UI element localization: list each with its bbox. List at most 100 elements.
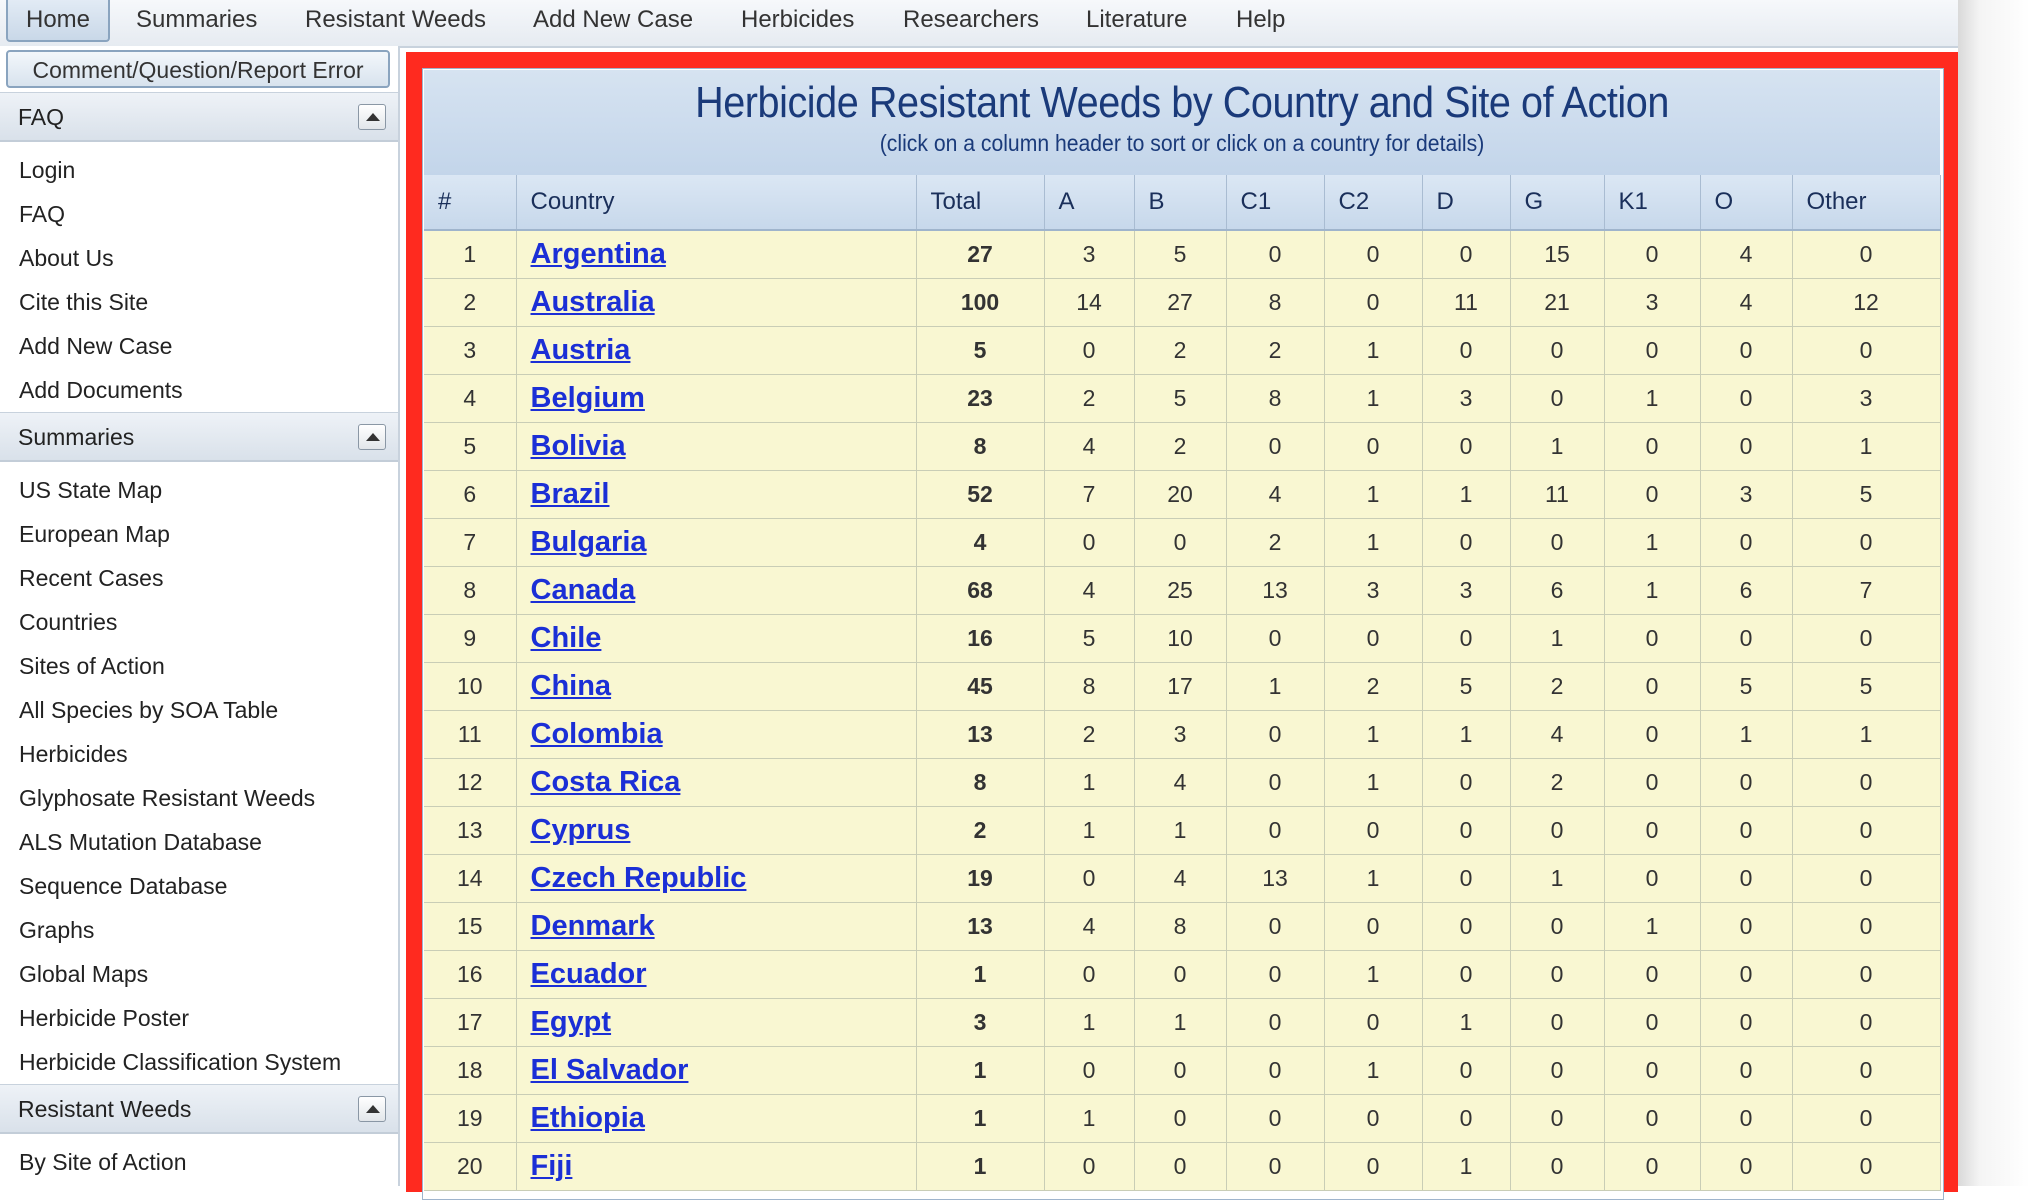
menu-add-new-case[interactable]: Add New Case bbox=[533, 6, 694, 33]
collapse-up-icon[interactable] bbox=[358, 1096, 386, 1122]
sidebar-link-add-new-case[interactable]: Add New Case bbox=[19, 333, 173, 359]
count-cell: 0 bbox=[1044, 1142, 1135, 1191]
collapse-up-icon[interactable] bbox=[358, 424, 386, 450]
count-cell: 3 bbox=[1422, 566, 1511, 615]
country-link[interactable]: Ecuador bbox=[530, 958, 647, 990]
total-cell: 13 bbox=[916, 902, 1045, 951]
column-header[interactable]: D bbox=[1422, 175, 1511, 231]
country-link[interactable]: Cyprus bbox=[530, 814, 631, 846]
count-cell: 0 bbox=[1422, 758, 1511, 807]
country-link[interactable]: Bulgaria bbox=[530, 526, 647, 558]
total-cell: 52 bbox=[916, 470, 1045, 519]
country-link[interactable]: Czech Republic bbox=[530, 862, 747, 894]
count-cell: 0 bbox=[1044, 326, 1135, 375]
menu-literature[interactable]: Literature bbox=[1086, 6, 1188, 33]
sidebar-link-faq[interactable]: FAQ bbox=[19, 201, 66, 227]
country-link[interactable]: Fiji bbox=[530, 1150, 573, 1182]
country-link[interactable]: Brazil bbox=[530, 478, 610, 510]
collapse-up-icon[interactable] bbox=[358, 104, 386, 130]
menu-summaries[interactable]: Summaries bbox=[136, 6, 258, 33]
count-cell: 0 bbox=[1700, 758, 1793, 807]
country-link[interactable]: Belgium bbox=[530, 382, 645, 414]
country-link[interactable]: China bbox=[530, 670, 612, 702]
country-link[interactable]: Australia bbox=[530, 286, 655, 318]
column-header[interactable]: C1 bbox=[1226, 175, 1325, 231]
count-cell: 0 bbox=[1324, 230, 1423, 279]
column-header[interactable]: C2 bbox=[1324, 175, 1423, 231]
country-cell: Canada bbox=[516, 566, 917, 615]
count-cell: 4 bbox=[1134, 854, 1227, 903]
total-cell: 8 bbox=[916, 422, 1045, 471]
sidebar-link-european-map[interactable]: European Map bbox=[19, 521, 170, 547]
country-link[interactable]: Egypt bbox=[530, 1006, 612, 1038]
sidebar-link-login[interactable]: Login bbox=[19, 157, 76, 183]
menu-resistant-weeds[interactable]: Resistant Weeds bbox=[305, 6, 486, 33]
column-header[interactable]: O bbox=[1700, 175, 1793, 231]
sidebar-link-us-state-map[interactable]: US State Map bbox=[19, 477, 163, 503]
column-header[interactable]: G bbox=[1510, 175, 1605, 231]
count-cell: 1 bbox=[1324, 470, 1423, 519]
count-cell: 1 bbox=[1044, 806, 1135, 855]
sidebar-link-recent-cases[interactable]: Recent Cases bbox=[19, 565, 164, 591]
sidebar-link-add-documents[interactable]: Add Documents bbox=[19, 377, 183, 403]
country-link[interactable]: Bolivia bbox=[530, 430, 626, 462]
count-cell: 1 bbox=[1044, 1094, 1135, 1143]
sidebar-link-sequence-database[interactable]: Sequence Database bbox=[19, 873, 228, 899]
country-link[interactable]: Austria bbox=[530, 334, 631, 366]
count-cell: 4 bbox=[1700, 230, 1793, 279]
count-cell: 25 bbox=[1134, 566, 1227, 615]
count-cell: 4 bbox=[1700, 278, 1793, 327]
menu-researchers[interactable]: Researchers bbox=[903, 6, 1040, 33]
count-cell: 1 bbox=[1792, 710, 1941, 759]
count-cell: 8 bbox=[1134, 902, 1227, 951]
menu-home[interactable]: Home bbox=[6, 0, 111, 42]
sidebar-link-sites-of-action[interactable]: Sites of Action bbox=[19, 653, 165, 679]
count-cell: 1 bbox=[1134, 806, 1227, 855]
sidebar-section-faq[interactable]: FAQ bbox=[0, 92, 398, 142]
count-cell: 0 bbox=[1324, 614, 1423, 663]
menu-herbicides[interactable]: Herbicides bbox=[741, 6, 855, 33]
count-cell: 0 bbox=[1226, 422, 1325, 471]
sidebar-link-global-maps[interactable]: Global Maps bbox=[19, 961, 149, 987]
country-link[interactable]: El Salvador bbox=[530, 1054, 689, 1086]
country-link[interactable]: Colombia bbox=[530, 718, 663, 750]
count-cell: 5 bbox=[1792, 470, 1941, 519]
sidebar-link-classification-system[interactable]: Herbicide Classification System bbox=[19, 1049, 342, 1075]
count-cell: 0 bbox=[1792, 1142, 1941, 1191]
country-link[interactable]: Costa Rica bbox=[530, 766, 681, 798]
sidebar-link-herbicide-poster[interactable]: Herbicide Poster bbox=[19, 1005, 190, 1031]
sidebar-section-resistant-weeds[interactable]: Resistant Weeds bbox=[0, 1084, 398, 1134]
country-link[interactable]: Ethiopia bbox=[530, 1102, 645, 1134]
sidebar-link-graphs[interactable]: Graphs bbox=[19, 917, 95, 943]
sidebar-section-summaries[interactable]: Summaries bbox=[0, 412, 398, 462]
column-header[interactable]: Country bbox=[516, 175, 917, 231]
sidebar-link-als-mutation[interactable]: ALS Mutation Database bbox=[19, 829, 262, 855]
column-header[interactable]: # bbox=[424, 175, 517, 231]
sidebar-link-by-site-of-action[interactable]: By Site of Action bbox=[19, 1149, 187, 1175]
sidebar-link-herbicides[interactable]: Herbicides bbox=[19, 741, 128, 767]
column-header[interactable]: Total bbox=[916, 175, 1045, 231]
count-cell: 0 bbox=[1792, 1094, 1941, 1143]
count-cell: 6 bbox=[1510, 566, 1605, 615]
count-cell: 3 bbox=[1044, 230, 1135, 279]
menu-help[interactable]: Help bbox=[1236, 6, 1286, 33]
count-cell: 1 bbox=[1792, 422, 1941, 471]
country-link[interactable]: Chile bbox=[530, 622, 602, 654]
country-link[interactable]: Denmark bbox=[530, 910, 655, 942]
sidebar-link-glyphosate-resistant[interactable]: Glyphosate Resistant Weeds bbox=[19, 785, 316, 811]
count-cell: 0 bbox=[1700, 1094, 1793, 1143]
sidebar-link-countries[interactable]: Countries bbox=[19, 609, 118, 635]
row-number-cell: 3 bbox=[424, 326, 517, 375]
sidebar-link-cite-this-site[interactable]: Cite this Site bbox=[19, 289, 149, 315]
column-header[interactable]: Other bbox=[1792, 175, 1941, 231]
column-header[interactable]: A bbox=[1044, 175, 1135, 231]
column-header[interactable]: K1 bbox=[1604, 175, 1701, 231]
sidebar-link-about-us[interactable]: About Us bbox=[19, 245, 114, 271]
count-cell: 8 bbox=[1044, 662, 1135, 711]
country-link[interactable]: Argentina bbox=[530, 238, 666, 270]
sidebar-link-all-species-soa[interactable]: All Species by SOA Table bbox=[19, 697, 279, 723]
comment-question-report-button[interactable]: Comment/Question/Report Error bbox=[6, 50, 390, 88]
count-cell: 0 bbox=[1510, 518, 1605, 567]
country-link[interactable]: Canada bbox=[530, 574, 636, 606]
column-header[interactable]: B bbox=[1134, 175, 1227, 231]
